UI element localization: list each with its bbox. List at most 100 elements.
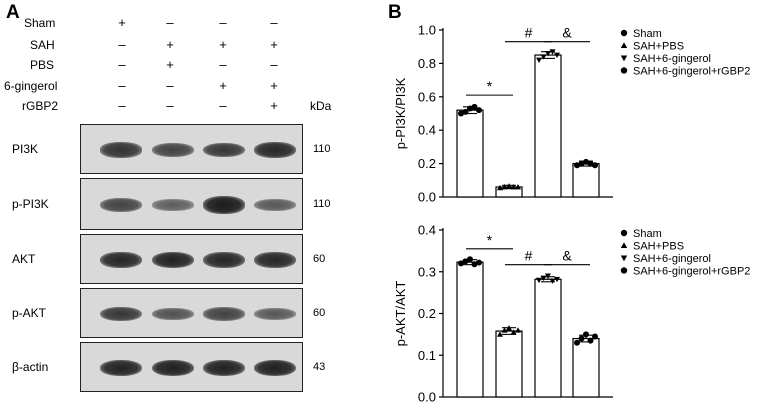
y-tick-label: 0.4	[418, 223, 436, 238]
data-point	[467, 256, 473, 263]
data-point	[501, 183, 508, 190]
condition-sign: –	[118, 78, 126, 93]
blot-band	[100, 359, 142, 377]
condition-sign: –	[118, 37, 126, 52]
data-point	[467, 105, 473, 112]
data-point	[583, 331, 589, 338]
legend-marker	[620, 242, 628, 249]
condition-sign: +	[166, 57, 174, 72]
data-point	[574, 162, 580, 169]
data-point	[510, 329, 517, 335]
molecular-weight-label: 43	[313, 361, 326, 373]
condition-label: rGBP2	[22, 99, 59, 113]
condition-label: SAH	[30, 38, 55, 52]
y-axis-label: p-PI3K/PI3K	[393, 77, 408, 149]
data-point	[545, 50, 551, 57]
y-tick-label: 0.0	[418, 390, 436, 404]
condition-sign: +	[270, 37, 278, 52]
data-point	[587, 337, 594, 344]
data-point	[476, 107, 482, 114]
data-point	[510, 183, 517, 190]
data-point	[506, 183, 512, 189]
blot-band	[203, 142, 245, 158]
data-point	[471, 103, 478, 110]
significance-label: #	[525, 25, 533, 41]
legend-marker	[620, 67, 628, 74]
legend-label: SAH+6-gingerol	[633, 53, 711, 65]
blot-band	[254, 141, 296, 159]
legend-marker	[620, 267, 628, 274]
data-point	[540, 54, 547, 60]
panel-b-letter: B	[388, 2, 402, 23]
data-point	[583, 158, 589, 165]
data-point	[545, 273, 551, 279]
data-point	[540, 275, 547, 282]
condition-sign: –	[219, 15, 227, 30]
legend-label: SAH+6-gingerol+rGBP2	[633, 66, 750, 78]
molecular-weight-label: 110	[313, 143, 331, 155]
blot-band	[100, 306, 142, 322]
significance-label: &	[562, 248, 572, 264]
blot-band	[254, 199, 296, 211]
blot-membrane	[80, 178, 303, 230]
y-tick-label: 0.6	[418, 89, 436, 104]
blot-band	[152, 251, 194, 269]
condition-sign: +	[118, 15, 126, 30]
condition-sign: +	[270, 98, 278, 113]
condition-sign: –	[219, 98, 227, 113]
condition-sign: –	[270, 15, 278, 30]
bar	[534, 54, 562, 198]
blot-membrane	[80, 234, 303, 284]
data-point	[471, 261, 478, 268]
condition-sign: +	[219, 37, 227, 52]
data-point	[497, 331, 503, 337]
blot-band	[152, 359, 194, 377]
blot-band	[254, 359, 296, 377]
blot-band	[203, 251, 245, 269]
blot-band	[254, 308, 296, 320]
data-point	[549, 49, 556, 55]
significance-label: &	[562, 25, 572, 41]
data-point	[554, 52, 560, 59]
legend-marker	[620, 29, 628, 37]
protein-label: p-PI3K	[12, 197, 49, 211]
blot-membrane	[80, 124, 303, 174]
blot-band	[203, 359, 245, 377]
legend-label: SAH+6-gingerol+rGBP2	[633, 266, 750, 278]
data-point	[458, 110, 464, 117]
significance-label: *	[487, 232, 493, 248]
protein-label: p-AKT	[12, 306, 47, 320]
bar	[572, 163, 600, 198]
y-tick-label: 0.2	[418, 306, 436, 321]
blot-band	[100, 198, 142, 212]
y-tick-label: 1.0	[418, 23, 436, 38]
bar	[534, 278, 562, 398]
legend-label: Sham	[633, 28, 662, 40]
y-tick-label: 0.3	[418, 264, 436, 279]
condition-sign: –	[166, 78, 174, 93]
blot-band	[203, 307, 245, 321]
legend-label: SAH+6-gingerol	[633, 253, 711, 265]
blot-band	[152, 307, 194, 321]
legend-marker	[620, 229, 628, 237]
data-point	[574, 339, 580, 346]
condition-label: 6-gingerol	[4, 79, 58, 93]
y-tick-label: 0.0	[418, 190, 436, 205]
y-tick-label: 0.4	[418, 123, 436, 138]
data-point	[506, 325, 512, 331]
data-point	[462, 108, 469, 115]
legend-marker	[620, 42, 628, 49]
condition-sign: –	[118, 98, 126, 113]
molecular-weight-label: 60	[313, 307, 326, 319]
data-point	[578, 160, 585, 167]
condition-sign: –	[270, 57, 278, 72]
protein-label: AKT	[12, 252, 36, 266]
data-point	[515, 183, 521, 190]
molecular-weight-label: 110	[313, 198, 331, 210]
legend-marker	[620, 255, 628, 262]
data-point	[458, 260, 464, 267]
condition-label: PBS	[30, 58, 55, 72]
legend-label: SAH+PBS	[633, 41, 684, 53]
condition-sign: –	[166, 98, 174, 113]
